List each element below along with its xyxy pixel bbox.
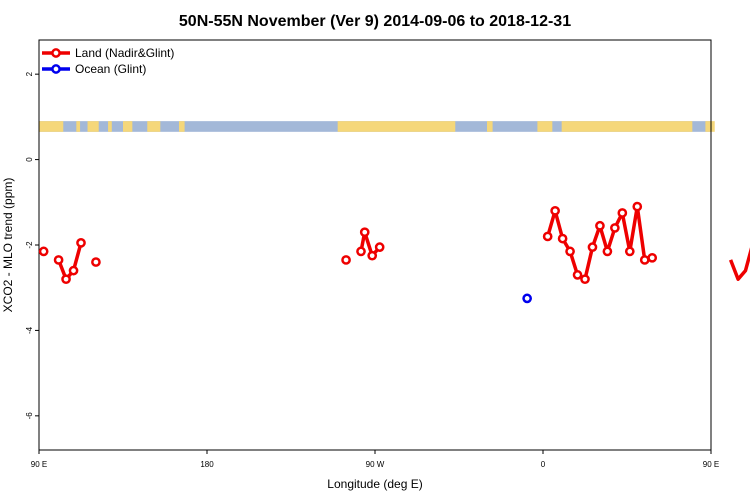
land-segment [108, 121, 112, 132]
data-point [580, 274, 590, 285]
land-segment [76, 121, 81, 132]
data-point [610, 223, 620, 233]
x-axis-label: Longitude (deg E) [327, 477, 422, 491]
data-point [522, 293, 532, 304]
series [522, 293, 532, 304]
land-segment [147, 121, 161, 132]
legend-label: Ocean (Glint) [75, 62, 146, 76]
y-axis: 2 0 -2 -4 -6 [25, 71, 39, 419]
series [38, 201, 750, 285]
data-point [91, 257, 101, 267]
chart-title: 50N-55N November (Ver 9) 2014-09-06 to 2… [179, 13, 571, 30]
data-point [359, 227, 370, 238]
data-point [572, 270, 583, 280]
series-line [359, 230, 382, 258]
y-tick-label: -2 [25, 241, 34, 249]
land-segment [87, 121, 99, 132]
y-tick-label: -6 [25, 412, 34, 420]
series-layer [38, 201, 750, 304]
x-axis: 90 E 180 90 W 0 90 E [31, 450, 719, 469]
data-point [542, 231, 553, 242]
land-segment [337, 121, 456, 132]
data-point [53, 255, 64, 265]
data-point [557, 233, 568, 244]
data-point [68, 265, 79, 276]
data-point [632, 201, 643, 212]
data-point [624, 246, 635, 257]
data-point [602, 246, 613, 257]
data-point [565, 246, 575, 257]
legend: Land (Nadir&Glint) Ocean (Glint) [42, 46, 174, 76]
data-point [639, 255, 650, 265]
y-tick-label: 2 [25, 71, 34, 76]
data-point [341, 255, 351, 265]
data-point [76, 238, 86, 248]
land-segment [487, 121, 493, 132]
data-point [61, 274, 71, 285]
data-point [38, 246, 49, 257]
legend-marker [51, 48, 61, 58]
data-point [647, 252, 658, 263]
data-point [367, 250, 378, 261]
y-tick-label: -4 [25, 326, 34, 334]
data-point [595, 220, 605, 231]
x-tick-label: 90 W [366, 460, 385, 469]
data-point [587, 242, 598, 252]
series-line [728, 247, 750, 281]
land-segment [537, 121, 553, 132]
data-point [617, 208, 628, 218]
land-segment [123, 121, 133, 132]
x-tick-label: 90 E [31, 460, 47, 469]
series-line [56, 242, 83, 281]
land-ocean-band [39, 121, 715, 132]
x-tick-label: 90 E [703, 460, 719, 469]
data-point [356, 246, 366, 257]
land-segment [179, 121, 185, 132]
land-segment [561, 121, 693, 132]
legend-label: Land (Nadir&Glint) [75, 46, 174, 60]
legend-marker [51, 64, 61, 74]
land-segment [705, 121, 715, 132]
y-axis-label: XCO2 - MLO trend (ppm) [1, 178, 15, 313]
x-tick-label: 180 [200, 460, 214, 469]
land-segment [39, 121, 64, 132]
data-point [374, 242, 385, 252]
data-point [550, 205, 560, 216]
y-tick-label: 0 [25, 157, 34, 162]
x-tick-label: 0 [541, 460, 546, 469]
